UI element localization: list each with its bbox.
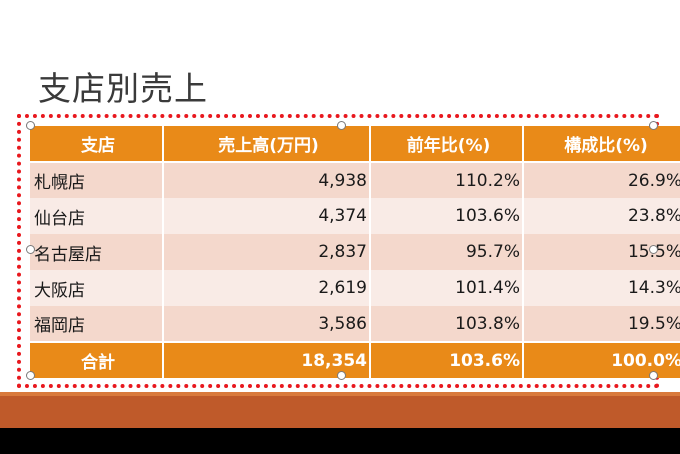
header-sales[interactable]: 売上高(万円) bbox=[163, 126, 371, 163]
total-label-cell[interactable]: 合計 bbox=[30, 341, 164, 378]
table-row: 名古屋店 2,837 95.7% 15.5% bbox=[30, 234, 680, 270]
header-share[interactable]: 構成比(%) bbox=[523, 126, 680, 163]
branch-cell[interactable]: 名古屋店 bbox=[30, 234, 164, 270]
resize-handle-middle-left[interactable] bbox=[26, 245, 35, 254]
slide-canvas: 支店別売上 支店 売上高(万円) 前年比(%) 構成比(%) 札幌店 4,938… bbox=[0, 0, 680, 428]
share-cell[interactable]: 23.8% bbox=[523, 198, 680, 234]
total-sales-cell[interactable]: 18,354 bbox=[163, 341, 371, 378]
yoy-cell[interactable]: 103.6% bbox=[370, 198, 524, 234]
slide-title[interactable]: 支店別売上 bbox=[38, 69, 208, 108]
sales-table-object[interactable]: 支店 売上高(万円) 前年比(%) 構成比(%) 札幌店 4,938 110.2… bbox=[30, 126, 680, 378]
sales-cell[interactable]: 4,374 bbox=[163, 198, 371, 234]
branch-cell[interactable]: 札幌店 bbox=[30, 162, 164, 198]
table-row: 福岡店 3,586 103.8% 19.5% bbox=[30, 306, 680, 342]
yoy-cell[interactable]: 95.7% bbox=[370, 234, 524, 270]
yoy-cell[interactable]: 101.4% bbox=[370, 270, 524, 306]
sales-cell[interactable]: 2,837 bbox=[163, 234, 371, 270]
yoy-cell[interactable]: 103.8% bbox=[370, 306, 524, 342]
resize-handle-top-left[interactable] bbox=[26, 121, 35, 130]
resize-handle-middle-right[interactable] bbox=[649, 245, 658, 254]
share-cell[interactable]: 26.9% bbox=[523, 162, 680, 198]
footer-band bbox=[0, 396, 680, 428]
sales-table[interactable]: 支店 売上高(万円) 前年比(%) 構成比(%) 札幌店 4,938 110.2… bbox=[30, 126, 680, 378]
resize-handle-bottom-left[interactable] bbox=[26, 371, 35, 380]
total-yoy-cell[interactable]: 103.6% bbox=[370, 341, 524, 378]
sales-cell[interactable]: 2,619 bbox=[163, 270, 371, 306]
table-row: 仙台店 4,374 103.6% 23.8% bbox=[30, 198, 680, 234]
resize-handle-bottom-right[interactable] bbox=[649, 371, 658, 380]
table-total-row: 合計 18,354 103.6% 100.0% bbox=[30, 341, 680, 378]
total-share-cell[interactable]: 100.0% bbox=[523, 341, 680, 378]
yoy-cell[interactable]: 110.2% bbox=[370, 162, 524, 198]
share-cell[interactable]: 19.5% bbox=[523, 306, 680, 342]
sales-cell[interactable]: 3,586 bbox=[163, 306, 371, 342]
table-row: 大阪店 2,619 101.4% 14.3% bbox=[30, 270, 680, 306]
branch-cell[interactable]: 大阪店 bbox=[30, 270, 164, 306]
header-branch[interactable]: 支店 bbox=[30, 126, 164, 163]
footer-accent-line bbox=[0, 392, 680, 396]
resize-handle-top-right[interactable] bbox=[649, 121, 658, 130]
sales-cell[interactable]: 4,938 bbox=[163, 162, 371, 198]
resize-handle-bottom-center[interactable] bbox=[337, 371, 346, 380]
header-yoy[interactable]: 前年比(%) bbox=[370, 126, 524, 163]
branch-cell[interactable]: 福岡店 bbox=[30, 306, 164, 342]
branch-cell[interactable]: 仙台店 bbox=[30, 198, 164, 234]
table-row: 札幌店 4,938 110.2% 26.9% bbox=[30, 162, 680, 198]
table-header-row: 支店 売上高(万円) 前年比(%) 構成比(%) bbox=[30, 126, 680, 163]
share-cell[interactable]: 14.3% bbox=[523, 270, 680, 306]
resize-handle-top-center[interactable] bbox=[337, 121, 346, 130]
